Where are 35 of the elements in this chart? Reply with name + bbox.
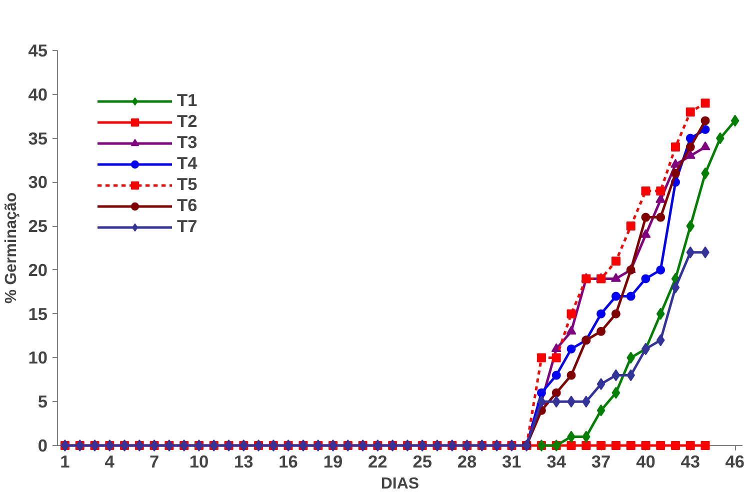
- x-axis-title: DIAS: [380, 476, 420, 492]
- x-tick-label: 25: [412, 452, 432, 472]
- y-tick-label: 10: [28, 348, 48, 368]
- y-tick-label: 35: [28, 128, 48, 148]
- x-tick-label: 34: [546, 452, 566, 472]
- x-tick-label: 22: [368, 452, 388, 472]
- legend-label: T3: [177, 132, 198, 153]
- y-tick-label: 40: [28, 84, 48, 104]
- x-tick-label: 10: [189, 452, 209, 472]
- y-tick-label: 30: [28, 172, 48, 192]
- y-axis-title: % Germinação: [3, 192, 20, 304]
- legend-label: T7: [177, 216, 198, 237]
- x-tick-label: 13: [234, 452, 254, 472]
- legend-label: T6: [177, 195, 198, 216]
- x-tick-label: 28: [457, 452, 478, 472]
- legend-label: T2: [177, 111, 198, 132]
- y-tick-label: 0: [38, 436, 48, 456]
- x-tick-label: 4: [104, 452, 115, 472]
- x-tick-label: 46: [725, 452, 745, 472]
- x-tick-label: 19: [323, 452, 343, 472]
- legend-label: T1: [177, 90, 198, 111]
- x-tick-label: 16: [278, 452, 298, 472]
- y-tick-label: 45: [28, 40, 48, 60]
- legend-label: T5: [177, 174, 198, 195]
- y-tick-label: 25: [28, 216, 48, 236]
- y-tick-label: 15: [28, 304, 48, 324]
- x-tick-label: 40: [636, 452, 656, 472]
- x-tick-label: 37: [591, 452, 611, 472]
- y-tick-label: 5: [38, 392, 48, 412]
- x-tick-label: 31: [502, 452, 522, 472]
- y-tick-label: 20: [28, 260, 48, 280]
- legend-label: T4: [177, 153, 198, 174]
- x-tick-label: 7: [149, 452, 160, 472]
- x-tick-label: 1: [60, 452, 70, 472]
- x-tick-label: 43: [680, 452, 700, 472]
